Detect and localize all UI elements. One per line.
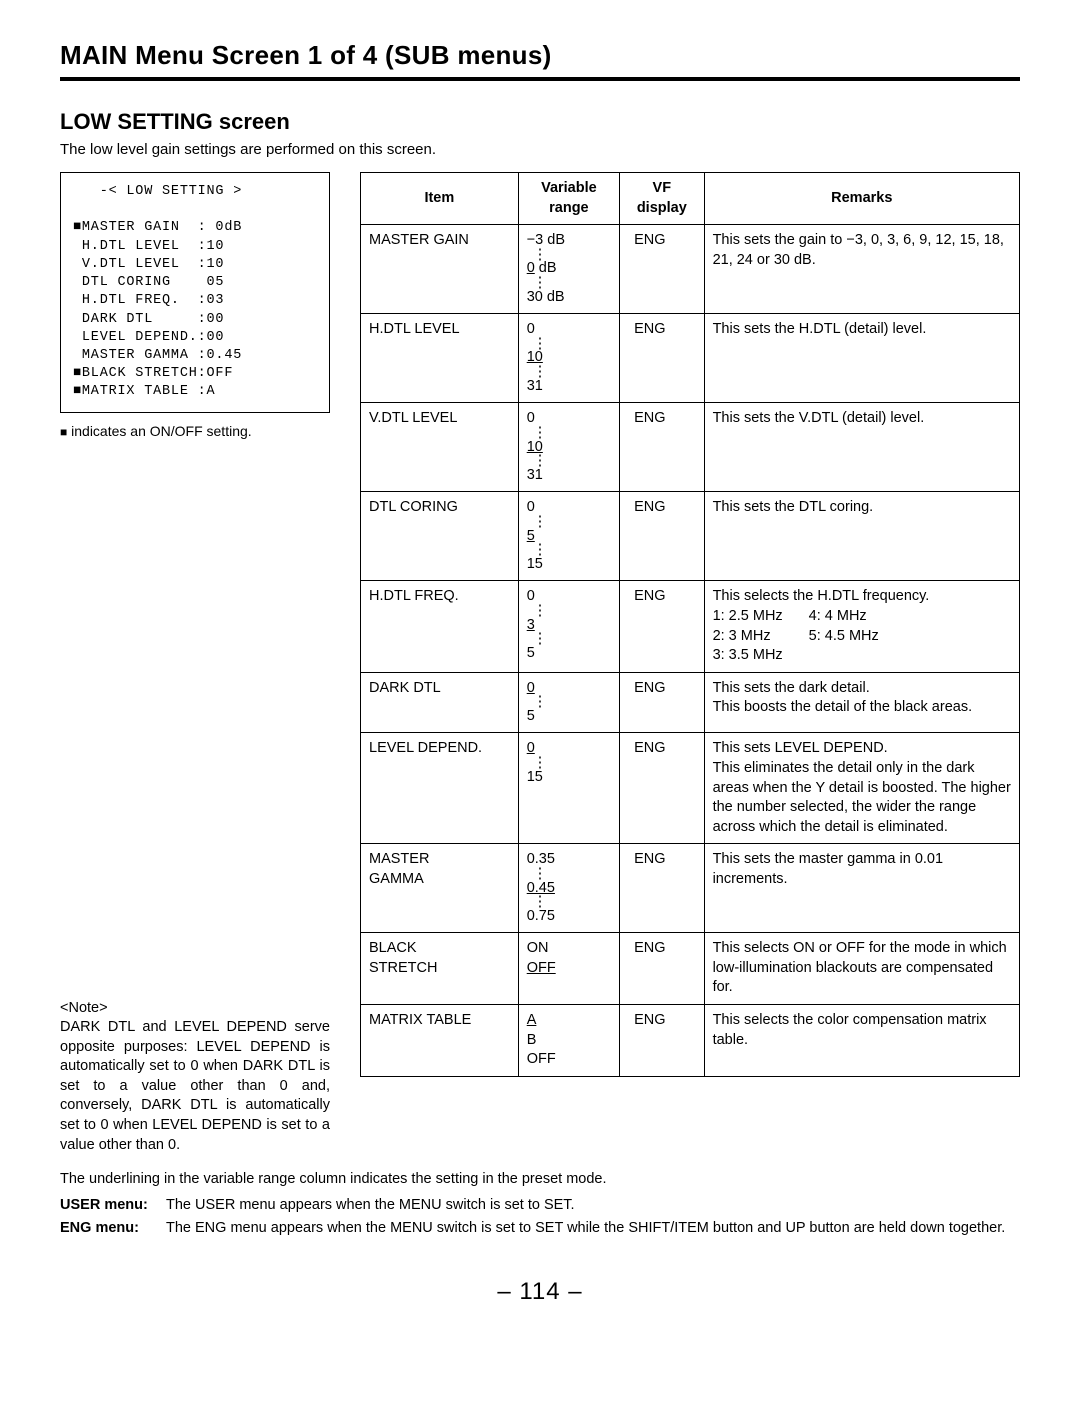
col-item: Item [361, 173, 519, 225]
table-cell-range: 0⋮5⋮15 [518, 492, 619, 581]
table-cell-vf: ENG [620, 225, 704, 314]
settings-table: Item Variable range VF display Remarks M… [360, 172, 1020, 1077]
table-cell-item: MASTERGAMMA [361, 844, 519, 933]
table-cell-remarks: This selects the color compensation matr… [704, 1005, 1019, 1077]
table-cell-vf: ENG [620, 581, 704, 672]
note-heading: <Note> [60, 999, 330, 1019]
table-cell-range: 0⋮10⋮31 [518, 314, 619, 403]
table-cell-range: ABOFF [518, 1005, 619, 1077]
table-cell-remarks: This sets the DTL coring. [704, 492, 1019, 581]
eng-menu-label: ENG menu: [60, 1218, 158, 1238]
table-cell-item: DARK DTL [361, 672, 519, 733]
table-cell-range: 0⋮10⋮31 [518, 403, 619, 492]
table-cell-remarks: This sets LEVEL DEPEND.This eliminates t… [704, 733, 1019, 844]
table-cell-remarks: This sets the dark detail.This boosts th… [704, 672, 1019, 733]
table-cell-remarks: This selects ON or OFF for the mode in w… [704, 933, 1019, 1005]
table-cell-item: BLACKSTRETCH [361, 933, 519, 1005]
table-cell-remarks: This selects the H.DTL frequency.1: 2.5 … [704, 581, 1019, 672]
table-cell-range: 0⋮5 [518, 672, 619, 733]
table-cell-vf: ENG [620, 672, 704, 733]
table-cell-item: MASTER GAIN [361, 225, 519, 314]
page-title: MAIN Menu Screen 1 of 4 (SUB menus) [60, 40, 1020, 81]
table-cell-range: 0⋮3⋮5 [518, 581, 619, 672]
table-cell-range: ONOFF [518, 933, 619, 1005]
table-cell-remarks: This sets the V.DTL (detail) level. [704, 403, 1019, 492]
table-cell-item: H.DTL LEVEL [361, 314, 519, 403]
col-range: Variable range [518, 173, 619, 225]
col-vf: VF display [620, 173, 704, 225]
page-number: – 114 – [60, 1278, 1020, 1306]
table-cell-vf: ENG [620, 844, 704, 933]
user-menu-label: USER menu: [60, 1195, 158, 1215]
table-cell-item: V.DTL LEVEL [361, 403, 519, 492]
table-cell-vf: ENG [620, 733, 704, 844]
note-block: <Note> DARK DTL and LEVEL DEPEND serve o… [60, 999, 330, 1156]
col-remarks: Remarks [704, 173, 1019, 225]
table-cell-vf: ENG [620, 403, 704, 492]
table-cell-range: −3 dB⋮0 dB⋮30 dB [518, 225, 619, 314]
lcd-menu-box: -< LOW SETTING > ■MASTER GAIN : 0dB H.DT… [60, 172, 330, 413]
underline-note: The underlining in the variable range co… [60, 1169, 1020, 1189]
table-cell-vf: ENG [620, 492, 704, 581]
table-cell-item: MATRIX TABLE [361, 1005, 519, 1077]
table-cell-vf: ENG [620, 933, 704, 1005]
eng-menu-text: The ENG menu appears when the MENU switc… [166, 1218, 1020, 1238]
table-cell-range: 0.35⋮0.45⋮0.75 [518, 844, 619, 933]
footer-notes: The underlining in the variable range co… [60, 1169, 1020, 1238]
note-body: DARK DTL and LEVEL DEPEND serve opposite… [60, 1018, 330, 1155]
table-cell-remarks: This sets the H.DTL (detail) level. [704, 314, 1019, 403]
user-menu-text: The USER menu appears when the MENU swit… [166, 1195, 1020, 1215]
table-cell-vf: ENG [620, 1005, 704, 1077]
screen-description: The low level gain settings are performe… [60, 141, 1020, 158]
table-cell-remarks: This sets the master gamma in 0.01 incre… [704, 844, 1019, 933]
lcd-legend: ■ indicates an ON/OFF setting. [60, 423, 330, 439]
table-cell-item: DTL CORING [361, 492, 519, 581]
screen-title: LOW SETTING screen [60, 109, 1020, 135]
table-cell-vf: ENG [620, 314, 704, 403]
table-cell-item: H.DTL FREQ. [361, 581, 519, 672]
table-cell-remarks: This sets the gain to −3, 0, 3, 6, 9, 12… [704, 225, 1019, 314]
table-cell-item: LEVEL DEPEND. [361, 733, 519, 844]
table-cell-range: 0⋮15 [518, 733, 619, 844]
